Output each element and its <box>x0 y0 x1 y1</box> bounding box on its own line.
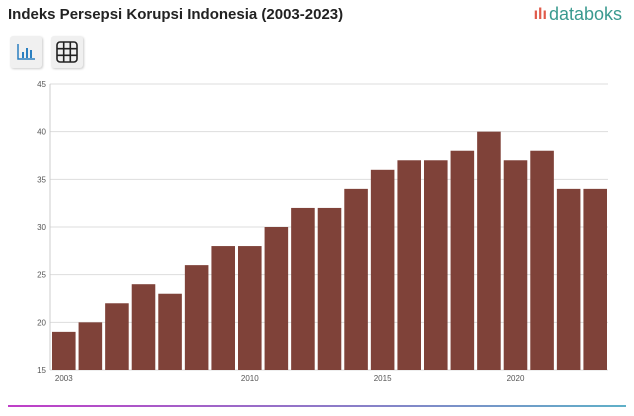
table-grid-icon <box>56 41 78 63</box>
bar <box>424 160 448 370</box>
bar <box>238 246 262 370</box>
bar <box>477 131 501 370</box>
y-tick-label: 40 <box>37 128 46 137</box>
bar <box>397 160 421 370</box>
bar-chart: 15 20 25 30 35 40 45 2003 2010 2015 2020 <box>37 80 608 383</box>
bar <box>530 150 554 370</box>
x-tick-label: 2015 <box>374 374 392 383</box>
bar <box>264 227 289 370</box>
y-tick-label: 30 <box>37 223 46 232</box>
bar <box>52 331 76 370</box>
bar <box>131 284 156 370</box>
bar <box>450 150 475 370</box>
table-view-button[interactable] <box>51 36 83 68</box>
y-tick-label: 45 <box>37 80 46 89</box>
bar <box>78 322 103 370</box>
y-tick-label: 35 <box>37 175 46 184</box>
chart-title: Indeks Persepsi Korupsi Indonesia (2003-… <box>8 6 344 23</box>
bar <box>370 169 395 370</box>
bar-chart-icon <box>17 44 35 60</box>
bar <box>317 207 342 370</box>
bar <box>158 293 182 370</box>
logo-mark-icon: ılı <box>533 5 547 23</box>
x-tick-label: 2020 <box>507 374 525 383</box>
bar <box>291 207 315 370</box>
x-tick-label: 2010 <box>241 374 259 383</box>
y-tick-label: 15 <box>37 366 46 375</box>
bar <box>556 188 581 370</box>
bar <box>184 265 209 370</box>
chart-view-button[interactable] <box>10 36 42 68</box>
bar <box>105 303 129 370</box>
divider <box>8 405 626 407</box>
x-tick-label: 2003 <box>55 374 73 383</box>
databoks-logo: ılı databoks <box>534 4 622 25</box>
logo-text: databoks <box>548 4 622 24</box>
y-tick-label: 20 <box>37 318 46 327</box>
bar <box>211 246 235 370</box>
bar <box>583 188 607 370</box>
bar <box>344 188 368 370</box>
bar <box>503 160 528 370</box>
y-tick-label: 25 <box>37 271 46 280</box>
